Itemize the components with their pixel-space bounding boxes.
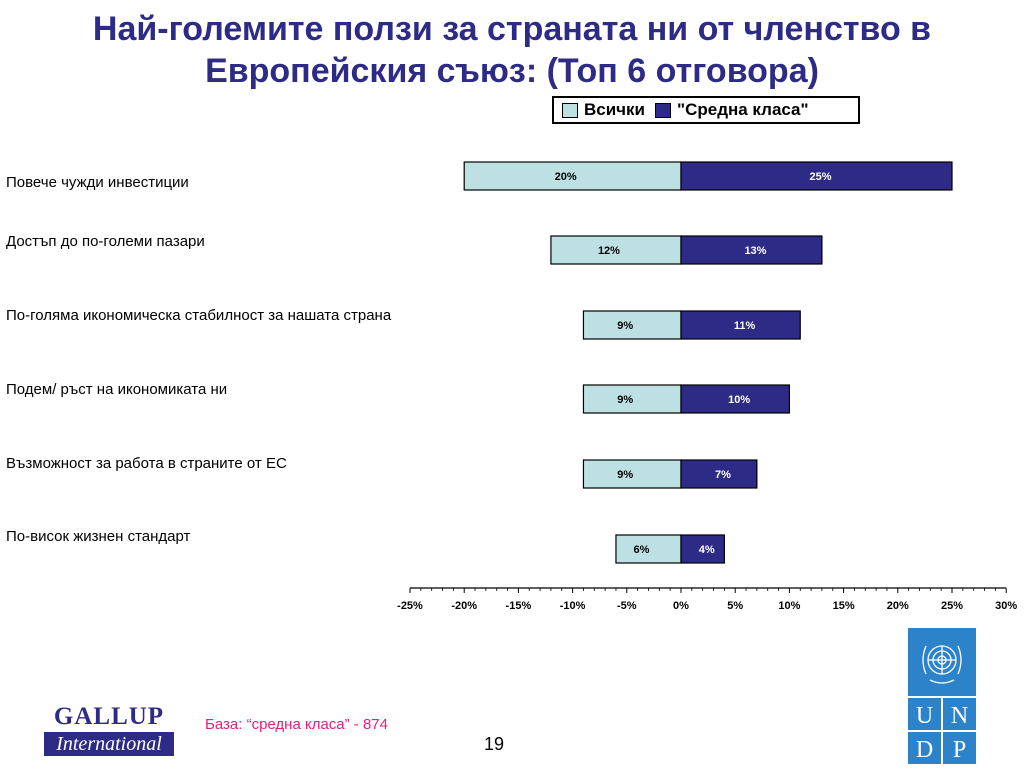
undp-cell-n bbox=[943, 698, 976, 730]
data-label-middle-class-5: 7% bbox=[715, 469, 731, 481]
category-label-2: Достъп до по-големи пазари bbox=[6, 233, 205, 250]
x-tick-label-11: 25% bbox=[941, 600, 963, 612]
undp-cell-u bbox=[908, 698, 941, 730]
page-number: 19 bbox=[484, 734, 505, 754]
data-label-all-2: 12% bbox=[598, 245, 620, 257]
legend-swatch-middle-class bbox=[655, 102, 672, 118]
bar-middle-class-6 bbox=[680, 534, 725, 564]
x-tick-label-1: -25% bbox=[397, 600, 423, 612]
data-label-all-3: 9% bbox=[617, 320, 633, 332]
gallup-logo: GALLUP International bbox=[44, 704, 174, 756]
x-tick-label-3: -15% bbox=[506, 600, 532, 612]
x-tick-label-4: -10% bbox=[560, 600, 586, 612]
data-label-middle-class-4: 10% bbox=[728, 394, 750, 406]
data-label-middle-class-1: 25% bbox=[809, 171, 831, 183]
page-title: Най-големите ползи за страната ни от чле… bbox=[92, 10, 932, 90]
legend-item-all: Всички bbox=[562, 100, 645, 120]
data-label-middle-class-2: 13% bbox=[744, 245, 766, 257]
x-tick-label-6: 0% bbox=[673, 600, 689, 612]
bar-middle-class-2 bbox=[680, 235, 823, 265]
data-label-all-4: 9% bbox=[617, 394, 633, 406]
data-label-all-1: 20% bbox=[555, 171, 577, 183]
category-label-3: По-голяма икономическа стабилност за наш… bbox=[6, 307, 392, 324]
gallup-logo-line2: International bbox=[44, 732, 174, 756]
undp-cell-p bbox=[943, 732, 976, 764]
bar-middle-class-5 bbox=[680, 459, 758, 489]
bar-all-1 bbox=[463, 161, 682, 191]
bar-all-2 bbox=[550, 235, 682, 265]
un-emblem-icon bbox=[922, 645, 962, 684]
bar-all-5 bbox=[582, 459, 682, 489]
gallup-logo-line1: GALLUP bbox=[53, 703, 165, 730]
category-label-4: Подем/ ръст на икономиката ни bbox=[6, 381, 228, 398]
bar-middle-class-1 bbox=[680, 161, 953, 191]
bar-middle-class-4 bbox=[680, 384, 791, 414]
legend-swatch-all bbox=[562, 102, 578, 118]
bar-all-6 bbox=[615, 534, 682, 564]
undp-letter-n: N bbox=[951, 703, 968, 729]
bar-all-4 bbox=[582, 384, 682, 414]
undp-logo: U N D P bbox=[908, 628, 976, 764]
legend-label-middle-class: "Средна класа" bbox=[677, 100, 809, 119]
category-label-5: Възможност за работа в страните от ЕС bbox=[6, 455, 287, 472]
undp-letter-d: D bbox=[916, 737, 933, 763]
category-label-1: Повече чужди инвестиции bbox=[6, 174, 189, 191]
undp-cell-d bbox=[908, 732, 941, 764]
x-tick-label-7: 5% bbox=[727, 600, 743, 612]
data-label-middle-class-6: 4% bbox=[699, 544, 715, 556]
base-note: База: “средна класа” - 874 bbox=[205, 716, 388, 733]
data-label-middle-class-3: 11% bbox=[734, 320, 756, 332]
x-tick-label-8: 10% bbox=[778, 600, 800, 612]
legend-item-middle-class: "Средна класа" bbox=[655, 100, 809, 120]
category-label-6: По-висок жизнен стандарт bbox=[6, 528, 191, 545]
x-tick-label-12: 30% bbox=[995, 600, 1017, 612]
chart-legend: Всички "Средна класа" bbox=[552, 96, 860, 124]
bar-middle-class-3 bbox=[680, 310, 801, 340]
data-label-all-5: 9% bbox=[617, 469, 633, 481]
x-tick-label-10: 20% bbox=[887, 600, 909, 612]
legend-label-all: Всички bbox=[584, 100, 646, 119]
data-label-all-6: 6% bbox=[634, 544, 650, 556]
x-tick-label-9: 15% bbox=[833, 600, 855, 612]
undp-letter-u: U bbox=[916, 703, 933, 729]
x-tick-label-5: -5% bbox=[617, 600, 637, 612]
undp-letter-p: P bbox=[953, 737, 966, 763]
x-tick-label-2: -20% bbox=[451, 600, 477, 612]
